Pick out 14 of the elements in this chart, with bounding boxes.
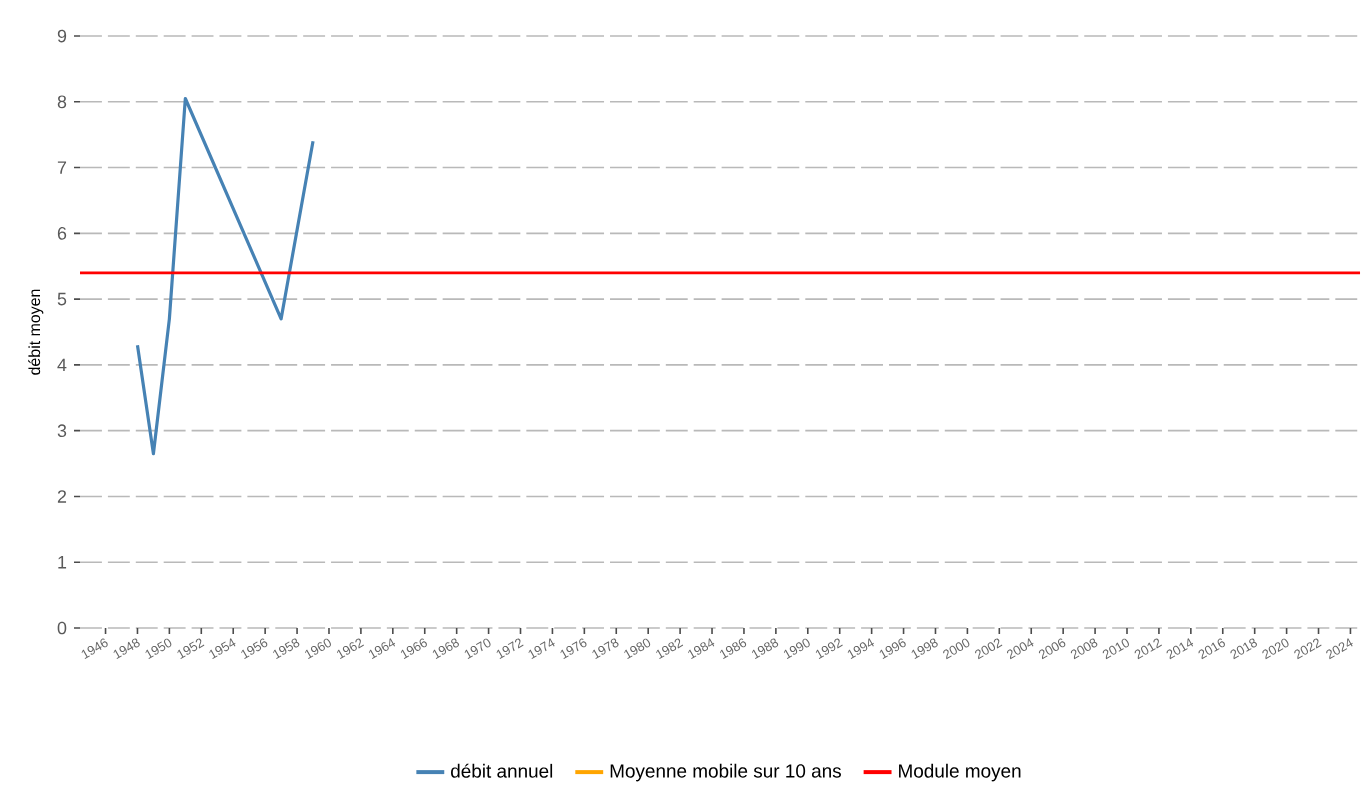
legend-label: Module moyen — [899, 763, 1021, 782]
y-tick-label: 8 — [57, 95, 67, 109]
y-tick-label: 6 — [57, 226, 67, 240]
y-tick-label: 9 — [57, 29, 67, 43]
legend-label: débit annuel — [451, 763, 553, 778]
y-tick-label: 0 — [57, 621, 67, 635]
y-tick-label: 4 — [57, 358, 67, 372]
legend-label: Moyenne mobile sur 10 ans — [610, 763, 841, 782]
y-tick-label: 3 — [57, 424, 67, 438]
y-tick-label: 5 — [57, 292, 67, 306]
line-series — [135, 96, 315, 456]
y-tick-label: 1 — [58, 556, 67, 569]
y-tick-label: 2 — [57, 490, 67, 503]
y-tick-label: 7 — [57, 161, 67, 174]
